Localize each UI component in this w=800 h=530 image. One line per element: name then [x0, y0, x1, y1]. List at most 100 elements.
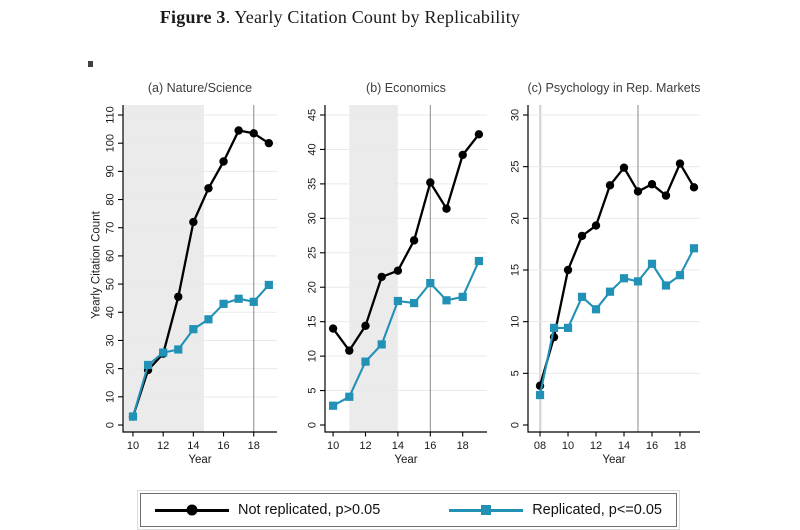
data-point-circle: [661, 191, 671, 200]
data-point-circle: [249, 129, 258, 138]
data-point-square: [234, 294, 243, 303]
data-point-square: [410, 298, 419, 308]
y-tick-label: 10: [510, 316, 522, 328]
x-tick-label: 10: [327, 440, 339, 452]
x-tick-label: 18: [457, 440, 469, 452]
data-point-square: [219, 299, 228, 308]
y-tick-label: 0: [510, 422, 522, 428]
legend-box: Not replicated, p>0.05 Replicated, p<=0.…: [137, 490, 680, 530]
y-tick-label: 20: [307, 281, 319, 293]
x-tick-label: 10: [562, 440, 574, 452]
x-tick-label: 16: [424, 440, 436, 452]
series-line-not-replicated: [131, 129, 270, 417]
y-tick-label: 30: [510, 109, 522, 121]
data-point-square: [549, 323, 559, 332]
legend-item-replicated: Replicated, p<=0.05: [449, 502, 662, 518]
x-tick-label: 14: [187, 440, 199, 452]
x-tick-label: 12: [359, 440, 371, 452]
y-tick-label: 0: [307, 422, 319, 428]
data-point-square: [619, 274, 629, 283]
data-point-square: [329, 401, 338, 410]
panel-c: 0 5 10 15 20 25 30 08 10 12 14 16 18 Year (c) Psycholo…: [510, 81, 701, 466]
legend-label-replicated: Replicated, p<=0.05: [532, 502, 662, 518]
axis-lines: [122, 105, 277, 433]
data-point-circle: [591, 221, 601, 230]
circle-marker-icon: [186, 504, 198, 516]
y-tick-label: 60: [105, 250, 117, 262]
panel-title: (c) Psychology in Rep. Markets: [528, 81, 701, 95]
data-point-circle: [234, 126, 243, 135]
data-point-circle: [328, 324, 338, 333]
data-point-square: [647, 259, 657, 268]
y-tick-label: 30: [105, 334, 117, 346]
axis-lines: [527, 105, 700, 433]
data-point-circle: [675, 159, 685, 168]
data-point-square: [189, 325, 198, 334]
data-point-circle: [219, 157, 228, 166]
data-point-circle: [474, 130, 484, 139]
x-axis-label: Year: [394, 454, 417, 466]
data-point-circle: [633, 187, 643, 196]
data-point-square: [174, 345, 183, 354]
y-tick-label: 40: [307, 143, 319, 155]
data-point-circle: [647, 180, 657, 189]
y-tick-label: 25: [510, 161, 522, 173]
legend-item-not-replicated: Not replicated, p>0.05: [155, 502, 380, 518]
x-tick-label: 16: [217, 440, 229, 452]
data-point-circle: [442, 204, 451, 213]
y-tick-label: 35: [307, 178, 319, 190]
y-tick-label: 90: [105, 165, 117, 177]
y-tick-label: 50: [105, 278, 117, 290]
data-point-square: [661, 281, 671, 290]
y-tick-label: 15: [307, 316, 319, 328]
x-tick-label: 16: [646, 440, 658, 452]
x-tick-label: 18: [674, 440, 686, 452]
y-tick-label: 45: [307, 109, 319, 121]
y-tick-label: 70: [105, 222, 117, 234]
data-point-square: [605, 287, 615, 296]
data-point-circle: [689, 183, 699, 192]
data-point-circle: [619, 163, 629, 172]
x-tick-label: 18: [248, 440, 260, 452]
x-tick-label: 08: [534, 440, 546, 452]
scan-artifact-mark: [88, 61, 93, 67]
data-point-square: [633, 277, 643, 286]
data-point-square: [474, 256, 483, 266]
legend-sample-line-black: [155, 504, 229, 516]
data-point-square: [143, 360, 153, 370]
data-point-circle: [174, 292, 183, 301]
y-tick-label: 20: [510, 212, 522, 224]
data-point-square: [689, 244, 699, 253]
y-tick-label: 5: [307, 387, 319, 393]
data-point-square: [159, 348, 168, 357]
y-tick-label: 100: [105, 134, 117, 152]
legend-sample-line-teal: [449, 504, 524, 516]
data-point-circle: [361, 321, 370, 330]
x-axis-label: Year: [188, 454, 211, 466]
y-tick-label: 10: [105, 391, 117, 403]
data-point-square: [442, 296, 451, 305]
x-tick-label: 10: [127, 440, 139, 452]
data-point-square: [264, 280, 273, 290]
y-tick-label: 10: [307, 350, 319, 362]
panel-title: (a) Nature/Science: [148, 81, 252, 95]
data-point-square: [426, 278, 435, 288]
figure-title-text: . Yearly Citation Count by Replicability: [225, 7, 521, 27]
data-point-square: [577, 292, 587, 301]
series-line-not-replicated: [332, 133, 480, 352]
data-point-circle: [204, 184, 213, 193]
figure-number: Figure 3: [159, 7, 226, 27]
data-point-square: [204, 315, 213, 324]
legend-label-not-replicated: Not replicated, p>0.05: [238, 502, 381, 518]
y-tick-label: 30: [307, 212, 319, 224]
y-tick-label: 25: [307, 247, 319, 259]
data-point-circle: [409, 236, 419, 245]
x-tick-label: 12: [590, 440, 602, 452]
series-line-replicated: [131, 284, 270, 417]
x-tick-label: 14: [618, 440, 630, 452]
x-tick-label: 12: [157, 440, 169, 452]
series-line-replicated: [332, 260, 480, 407]
data-point-square: [393, 296, 402, 306]
square-marker-icon: [481, 505, 492, 515]
